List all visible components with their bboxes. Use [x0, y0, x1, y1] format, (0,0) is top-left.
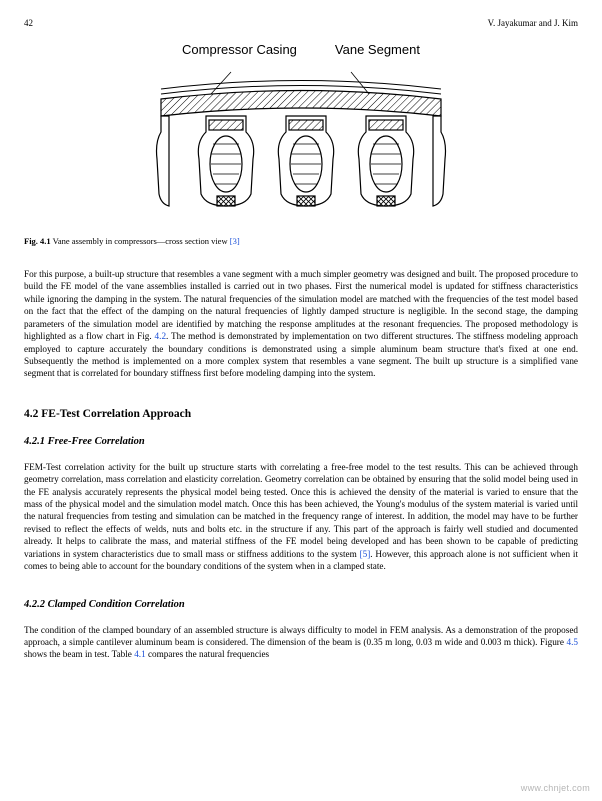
caption-label: Fig. 4.1 [24, 236, 51, 246]
section-4-2-heading: 4.2 FE-Test Correlation Approach [24, 408, 578, 420]
s422-figref1: 4.5 [567, 637, 578, 647]
section-4-2-2-paragraph: The condition of the clamped boundary of… [24, 624, 578, 661]
page-number: 42 [24, 18, 33, 28]
section-4-2-1-heading: 4.2.1 Free-Free Correlation [24, 436, 578, 447]
watermark: www.chnjet.com [521, 783, 590, 793]
section-4-2-1-paragraph: FEM-Test correlation activity for the bu… [24, 461, 578, 573]
s421-text: FEM-Test correlation activity for the bu… [24, 462, 578, 559]
caption-text: Vane assembly in compressors—cross secti… [53, 236, 230, 246]
page: 42 V. Jayakumar and J. Kim Compressor Ca… [0, 0, 602, 685]
cross-section-diagram [151, 59, 451, 219]
figure-labels: Compressor Casing Vane Segment [24, 42, 578, 57]
page-header: 42 V. Jayakumar and J. Kim [24, 18, 578, 28]
figure-label-left: Compressor Casing [182, 42, 297, 57]
section-4-2-2-heading: 4.2.2 Clamped Condition Correlation [24, 599, 578, 610]
figure-caption: Fig. 4.1 Vane assembly in compressors—cr… [24, 236, 578, 246]
s422-text3: compares the natural frequencies [146, 649, 269, 659]
figure-4-1: Compressor Casing Vane Segment [24, 42, 578, 224]
s421-ref: [5] [360, 549, 371, 559]
caption-ref: [3] [230, 236, 240, 246]
header-authors: V. Jayakumar and J. Kim [488, 18, 578, 28]
para1-figref: 4.2 [155, 331, 166, 341]
s422-text: The condition of the clamped boundary of… [24, 625, 578, 647]
figure-label-right: Vane Segment [335, 42, 420, 57]
intro-paragraph: For this purpose, a built-up structure t… [24, 268, 578, 380]
s422-figref2: 4.1 [134, 649, 145, 659]
s422-text2: shows the beam in test. Table [24, 649, 134, 659]
